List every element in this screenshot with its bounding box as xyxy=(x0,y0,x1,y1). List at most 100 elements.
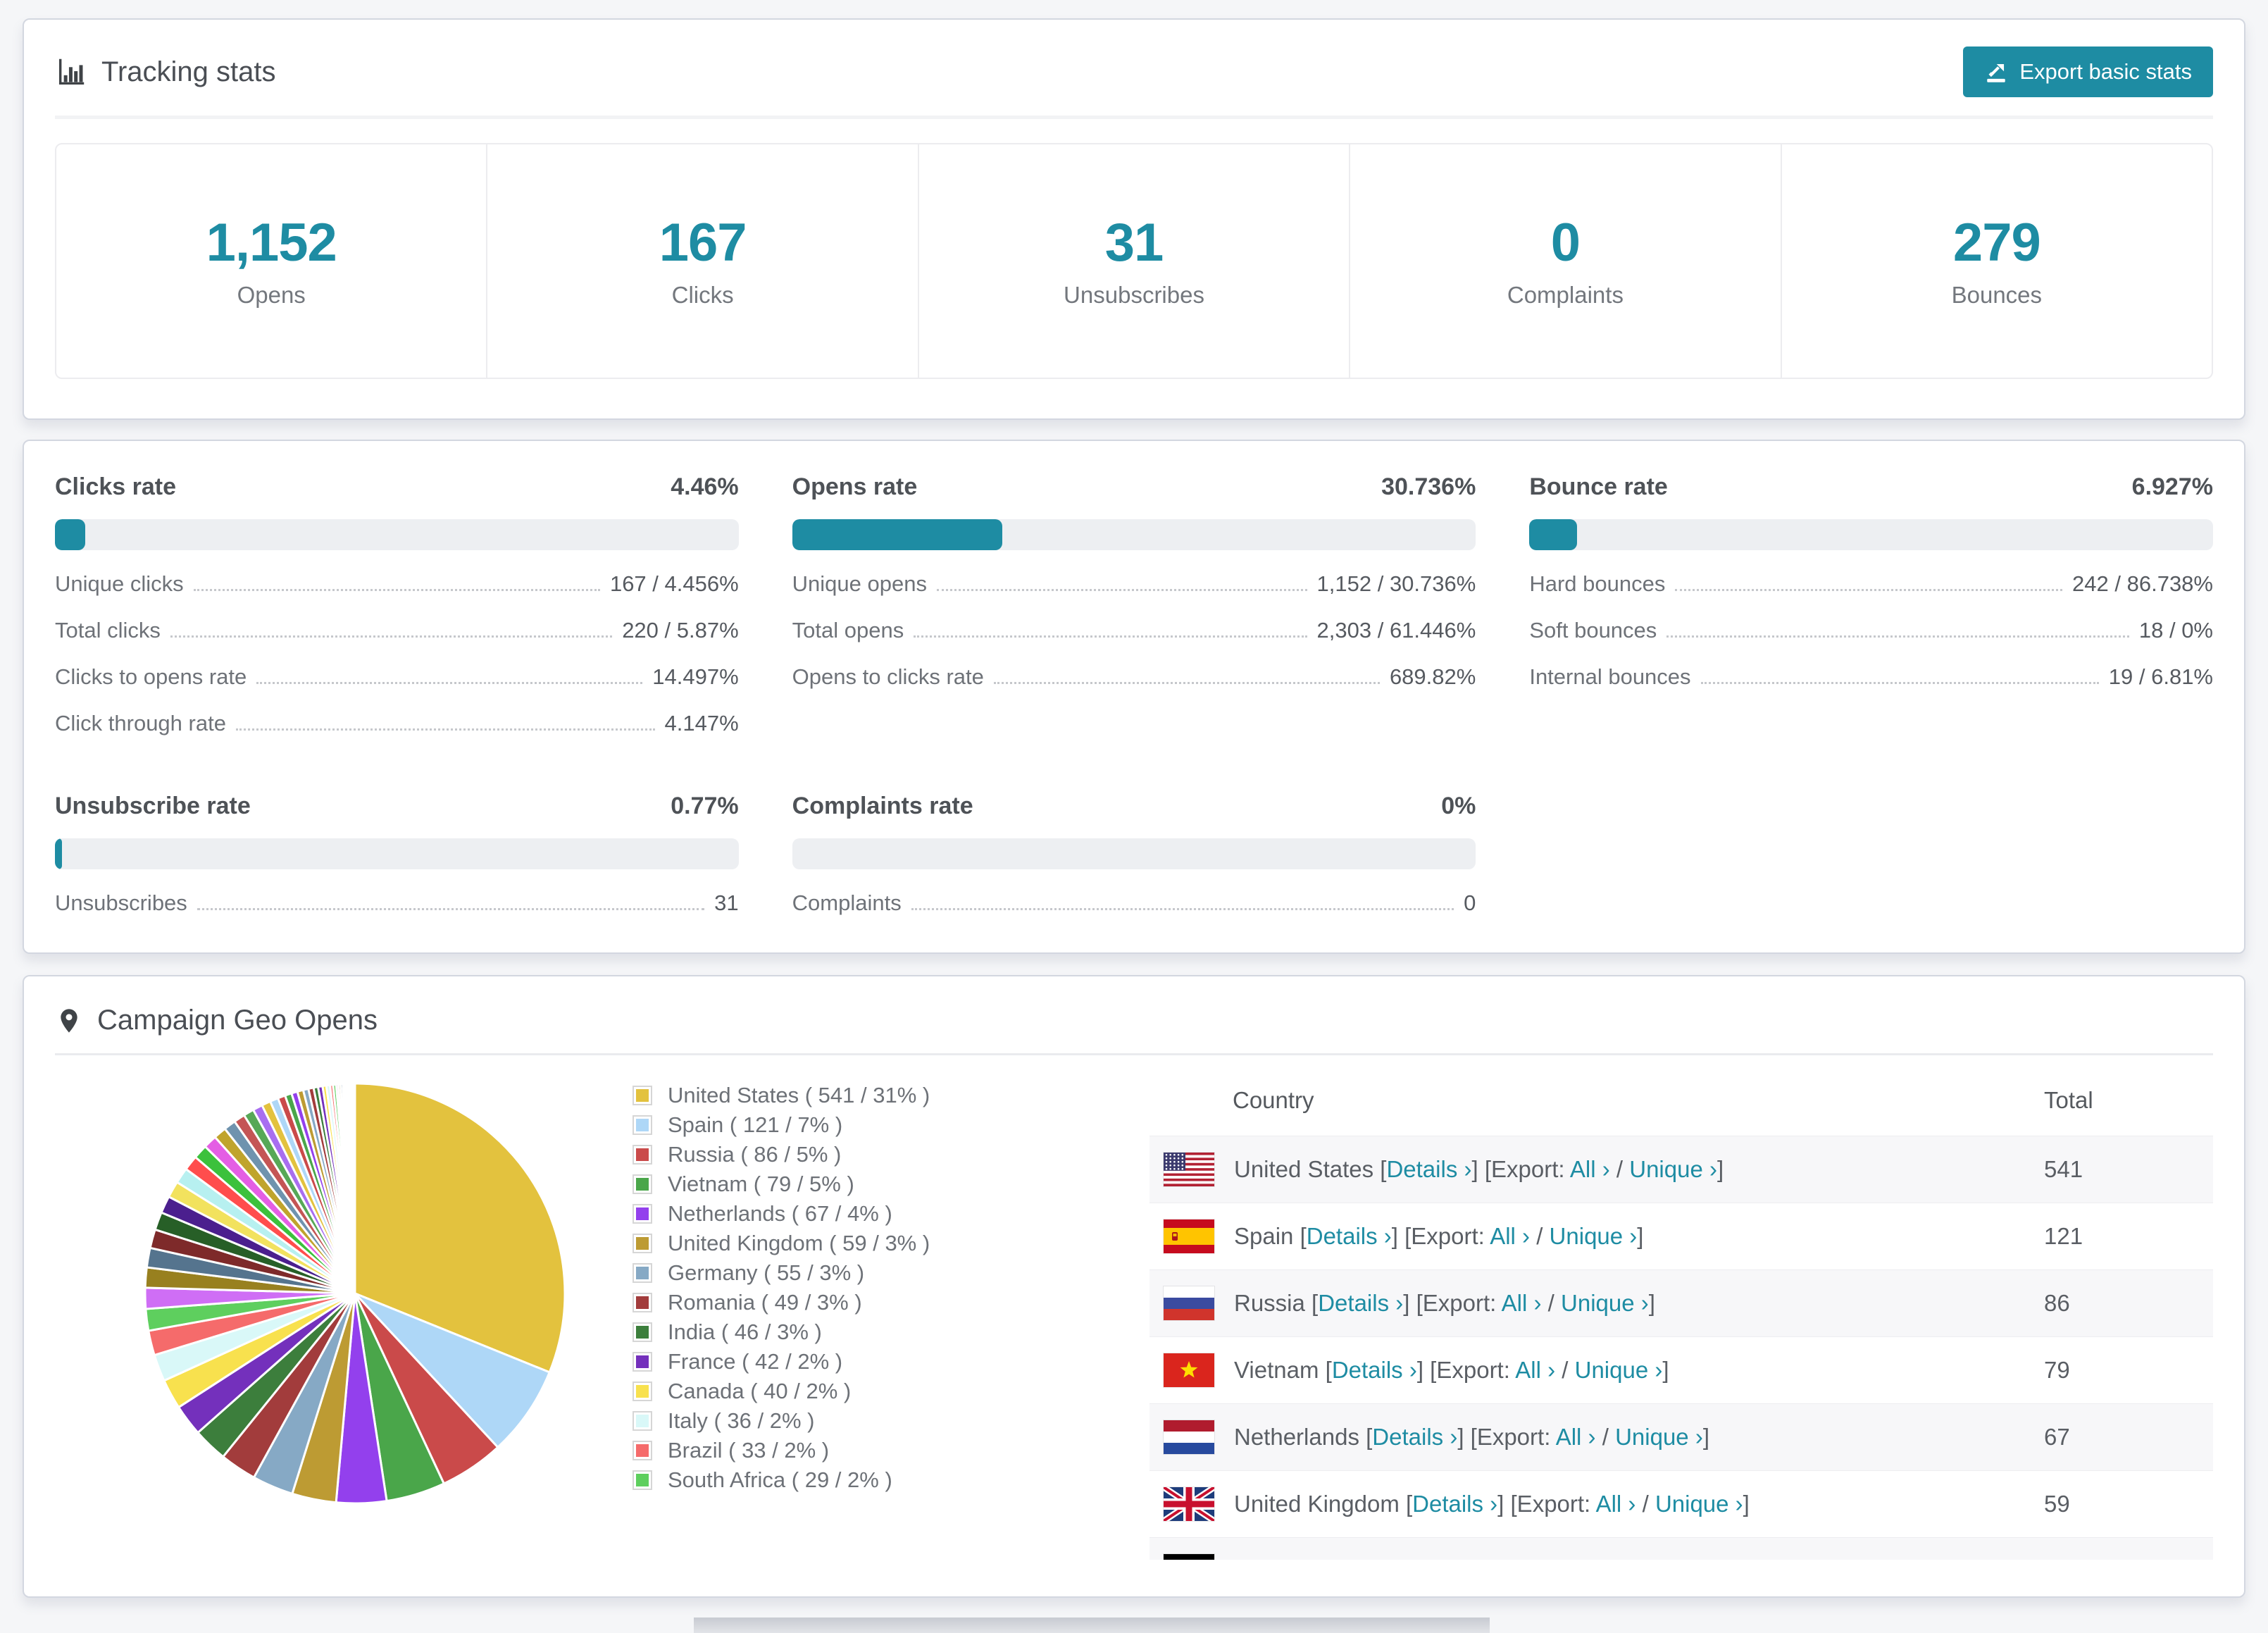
table-body: United States [Details ›] [Export: All ›… xyxy=(1149,1136,2213,1560)
stat-label: Complaints xyxy=(792,890,902,915)
legend-item: Italy ( 36 / 2% ) xyxy=(633,1406,1149,1436)
export-unique-link[interactable]: Unique › xyxy=(1615,1424,1703,1450)
row-total: 121 xyxy=(2044,1223,2083,1249)
stat-value: 689.82% xyxy=(1389,664,1476,689)
export-all-link[interactable]: All › xyxy=(1490,1223,1531,1249)
legend-item: Vietnam ( 79 / 5% ) xyxy=(633,1169,1149,1199)
dotted-leader xyxy=(1666,635,2129,638)
summary-card: 1,152 Opens xyxy=(56,144,488,378)
details-link[interactable]: Details › xyxy=(1372,1424,1458,1450)
pie-legend: United States ( 541 / 31% ) Spain ( 121 … xyxy=(633,1065,1149,1560)
horizontal-scrollbar[interactable] xyxy=(694,1618,1490,1633)
country-cell: Spain [Details ›] [Export: All › / Uniqu… xyxy=(1234,1223,1644,1249)
legend-item: South Africa ( 29 / 2% ) xyxy=(633,1465,1149,1495)
progress-track xyxy=(55,519,739,550)
summary-value: 1,152 xyxy=(206,213,337,273)
summary-card: 0 Complaints xyxy=(1350,144,1782,378)
legend-swatch xyxy=(633,1322,652,1342)
legend-label: Brazil ( 33 / 2% ) xyxy=(668,1438,830,1463)
details-link[interactable]: Details › xyxy=(1386,1156,1472,1182)
table-row: Vietnam [Details ›] [Export: All › / Uni… xyxy=(1149,1336,2213,1403)
legend-swatch xyxy=(633,1145,652,1165)
legend-label: United Kingdom ( 59 / 3% ) xyxy=(668,1231,930,1255)
table-row: United States [Details ›] [Export: All ›… xyxy=(1149,1136,2213,1203)
legend-item: Germany ( 55 / 3% ) xyxy=(633,1258,1149,1288)
stat-row: Opens to clicks rate 689.82% xyxy=(792,664,1476,690)
country-flag-us xyxy=(1163,1152,1215,1187)
legend-label: Netherlands ( 67 / 4% ) xyxy=(668,1201,892,1226)
stat-value: 14.497% xyxy=(652,664,739,689)
geo-pie-chart xyxy=(55,1065,633,1560)
details-link[interactable]: Details › xyxy=(1342,1558,1428,1560)
details-link[interactable]: Details › xyxy=(1412,1491,1498,1517)
stat-value: 31 xyxy=(714,890,739,915)
legend-label: Romania ( 49 / 3% ) xyxy=(668,1290,862,1315)
export-basic-stats-button[interactable]: Export basic stats xyxy=(1963,46,2213,97)
summary-label: Clicks xyxy=(671,282,734,308)
tracking-stats-header: Tracking stats Export basic stats xyxy=(55,46,2213,119)
legend-label: Spain ( 121 / 7% ) xyxy=(668,1112,843,1137)
country-flag-vn xyxy=(1163,1353,1215,1388)
column-header-country: Country xyxy=(1233,1087,1314,1113)
legend-item: France ( 42 / 2% ) xyxy=(633,1347,1149,1377)
export-all-link[interactable]: All › xyxy=(1515,1357,1556,1383)
details-link[interactable]: Details › xyxy=(1306,1223,1392,1249)
dotted-leader xyxy=(1675,589,2063,591)
country-flag-nl xyxy=(1163,1420,1215,1455)
legend-swatch xyxy=(633,1470,652,1490)
country-flag-gb xyxy=(1163,1486,1215,1522)
legend-item: India ( 46 / 3% ) xyxy=(633,1317,1149,1347)
country-cell: United States [Details ›] [Export: All ›… xyxy=(1234,1156,1724,1182)
legend-swatch xyxy=(633,1293,652,1312)
legend-swatch xyxy=(633,1204,652,1224)
legend-label: India ( 46 / 3% ) xyxy=(668,1320,822,1344)
dotted-leader xyxy=(1700,682,2099,684)
summary-card: 279 Bounces xyxy=(1782,144,2212,378)
export-all-link[interactable]: All › xyxy=(1526,1558,1566,1560)
pie-slice[interactable] xyxy=(354,1082,566,1374)
details-link[interactable]: Details › xyxy=(1331,1357,1417,1383)
table-row: Russia [Details ›] [Export: All › / Uniq… xyxy=(1149,1269,2213,1336)
progress-fill xyxy=(792,519,1002,550)
dotted-leader xyxy=(256,682,643,684)
export-unique-link[interactable]: Unique › xyxy=(1585,1558,1674,1560)
export-all-link[interactable]: All › xyxy=(1569,1156,1610,1182)
geo-opens-card: Campaign Geo Opens United States ( 541 /… xyxy=(23,975,2245,1598)
dotted-leader xyxy=(235,728,655,731)
export-button-label: Export basic stats xyxy=(2019,59,2192,84)
stat-label: Total opens xyxy=(792,618,904,642)
legend-item: Romania ( 49 / 3% ) xyxy=(633,1288,1149,1317)
rates-grid: Clicks rate 4.46% Unique clicks 167 / 4.… xyxy=(55,473,2213,916)
details-link[interactable]: Details › xyxy=(1318,1290,1404,1316)
legend-label: Vietnam ( 79 / 5% ) xyxy=(668,1172,854,1196)
stat-label: Opens to clicks rate xyxy=(792,664,984,689)
progress-fill xyxy=(55,838,62,869)
dotted-leader xyxy=(911,908,1454,910)
export-unique-link[interactable]: Unique › xyxy=(1655,1491,1743,1517)
legend-item: Netherlands ( 67 / 4% ) xyxy=(633,1199,1149,1229)
summary-label: Bounces xyxy=(1951,282,2043,308)
export-all-link[interactable]: All › xyxy=(1595,1491,1636,1517)
export-all-link[interactable]: All › xyxy=(1501,1290,1542,1316)
export-unique-link[interactable]: Unique › xyxy=(1561,1290,1649,1316)
progress-fill xyxy=(1529,519,1577,550)
dotted-leader xyxy=(197,908,705,910)
stat-row: Unique clicks 167 / 4.456% xyxy=(55,571,739,597)
summary-card: 31 Unsubscribes xyxy=(919,144,1351,378)
export-all-link[interactable]: All › xyxy=(1555,1424,1596,1450)
pie-slice[interactable] xyxy=(353,1082,356,1295)
legend-label: South Africa ( 29 / 2% ) xyxy=(668,1467,892,1492)
pie-slice[interactable] xyxy=(354,1292,551,1448)
legend-swatch xyxy=(633,1086,652,1105)
export-unique-link[interactable]: Unique › xyxy=(1549,1223,1638,1249)
stat-row: Unique opens 1,152 / 30.736% xyxy=(792,571,1476,597)
rate-value: 0.77% xyxy=(671,793,739,819)
stat-row: Internal bounces 19 / 6.81% xyxy=(1529,664,2213,690)
stat-label: Clicks to opens rate xyxy=(55,664,247,689)
legend-item: Spain ( 121 / 7% ) xyxy=(633,1110,1149,1140)
progress-fill xyxy=(55,519,86,550)
export-unique-link[interactable]: Unique › xyxy=(1629,1156,1717,1182)
export-unique-link[interactable]: Unique › xyxy=(1574,1357,1663,1383)
rate-block: Clicks rate 4.46% Unique clicks 167 / 4.… xyxy=(55,473,739,736)
summary-value: 167 xyxy=(659,213,747,273)
